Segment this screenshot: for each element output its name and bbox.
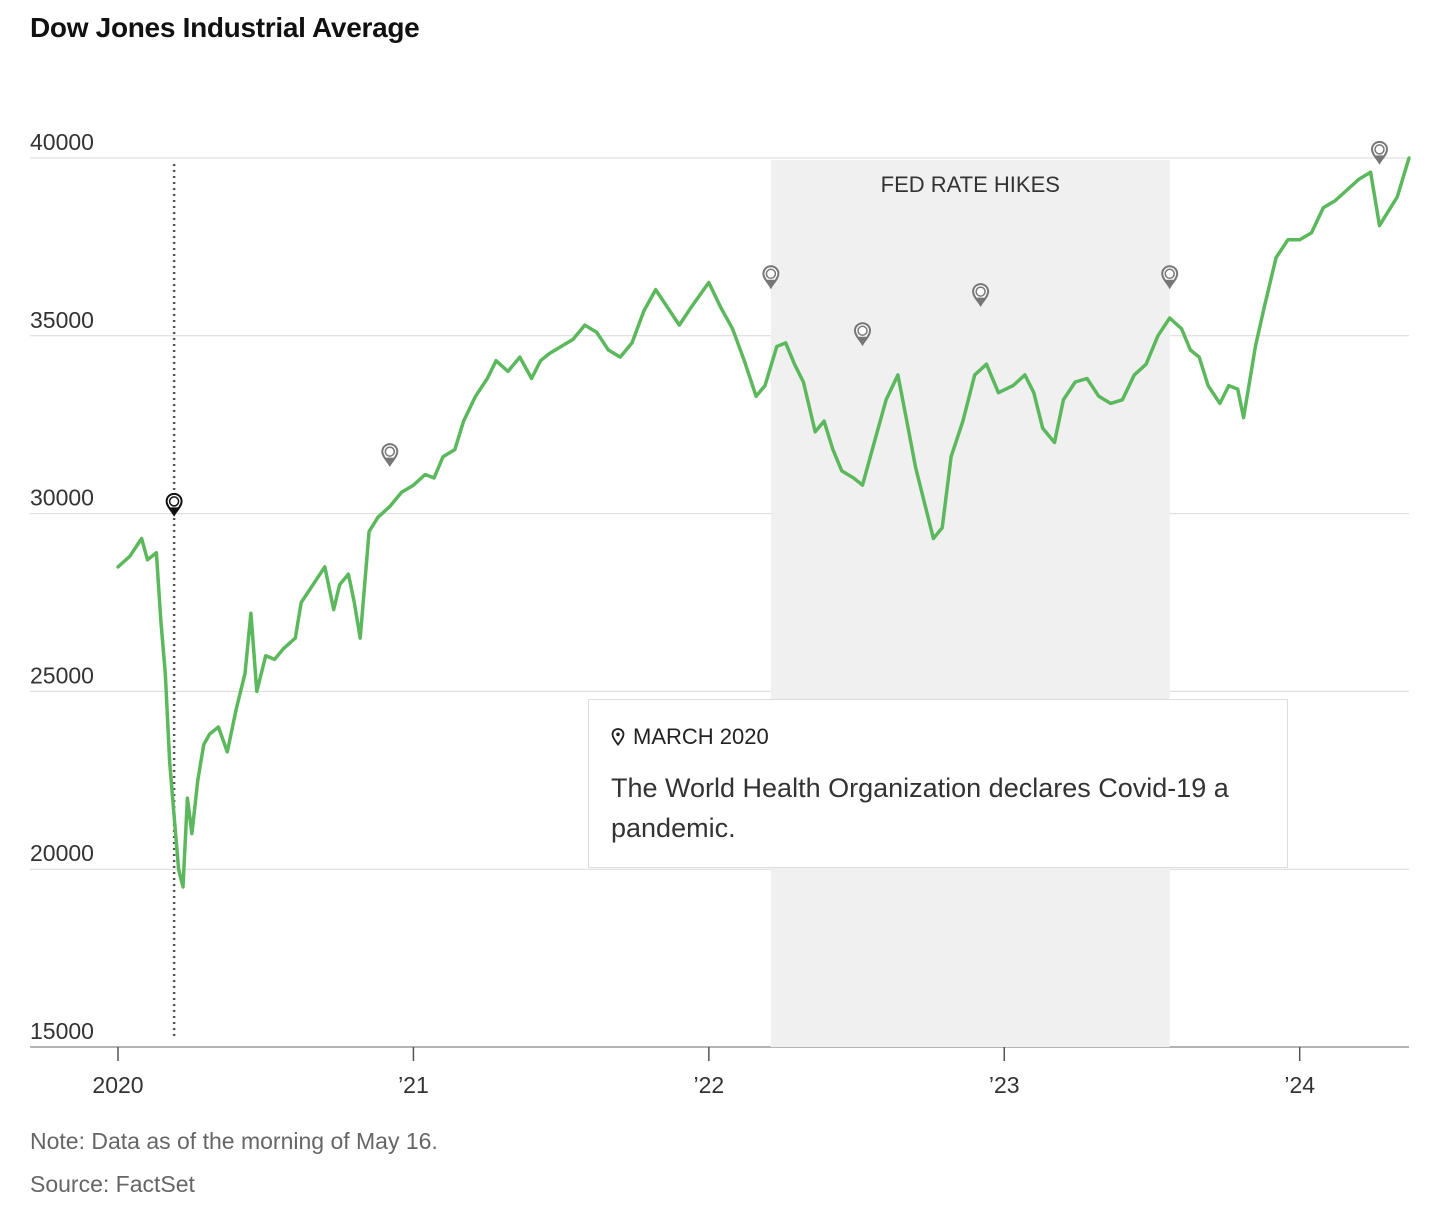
y-tick-label-40000: 40000 bbox=[30, 129, 94, 155]
y-tick-label-30000: 30000 bbox=[30, 485, 94, 511]
y-tick-label-35000: 35000 bbox=[30, 307, 94, 333]
map-pin-center bbox=[857, 325, 868, 336]
map-pin-tip bbox=[1375, 155, 1384, 163]
event-marker-3[interactable] bbox=[853, 322, 872, 347]
map-pin-tip bbox=[385, 457, 395, 466]
chart-title: Dow Jones Industrial Average bbox=[30, 12, 420, 43]
map-pin-center bbox=[975, 286, 986, 297]
event-marker-5[interactable] bbox=[1161, 265, 1179, 290]
map-pin-center bbox=[765, 268, 777, 280]
map-pin-center bbox=[168, 496, 180, 507]
x-tick-label-2023: ’23 bbox=[989, 1072, 1020, 1098]
x-tick-label-2020: 2020 bbox=[92, 1072, 143, 1098]
y-tick-label-20000: 20000 bbox=[30, 840, 94, 866]
map-pin-tip bbox=[1165, 279, 1175, 288]
event-marker-2[interactable] bbox=[762, 265, 780, 290]
chart-source: Source: FactSet bbox=[30, 1171, 195, 1197]
tooltip-date: MARCH 2020 bbox=[633, 724, 769, 749]
map-pin-icon bbox=[611, 728, 625, 746]
map-pin-tip bbox=[858, 336, 867, 345]
event-markers[interactable] bbox=[165, 140, 1389, 517]
event-marker-1[interactable] bbox=[381, 443, 399, 468]
event-tooltip: MARCH 2020 The World Health Organization… bbox=[588, 699, 1288, 868]
x-tick-label-2022: ’22 bbox=[693, 1072, 724, 1098]
grid-lines: 15000 20000 25000 30000 35000 40000 bbox=[30, 129, 1409, 1048]
series-line-0 bbox=[116, 156, 1411, 889]
map-pin-center bbox=[1164, 268, 1175, 280]
x-tick-label-2021: ’21 bbox=[398, 1072, 429, 1098]
map-pin-tip bbox=[169, 507, 179, 515]
shaded-region-rect bbox=[770, 160, 1170, 1047]
y-tick-label-15000: 15000 bbox=[30, 1018, 94, 1044]
x-axis: 2020 ’21 ’22 ’23 ’24 bbox=[92, 1047, 1315, 1098]
event-marker-6[interactable] bbox=[1370, 140, 1389, 165]
chart-note: Note: Data as of the morning of May 16. bbox=[30, 1128, 438, 1154]
shaded-region-label: FED RATE HIKES bbox=[881, 172, 1060, 197]
y-tick-label-25000: 25000 bbox=[30, 662, 94, 688]
tooltip-description: The World Health Organization declares C… bbox=[611, 773, 1229, 843]
fed-rate-hikes-region: FED RATE HIKES bbox=[770, 160, 1170, 1047]
map-pin-tip bbox=[766, 279, 776, 288]
map-pin-tip bbox=[976, 297, 986, 306]
map-pin-center bbox=[384, 446, 396, 457]
x-tick-label-2024: ’24 bbox=[1284, 1072, 1315, 1098]
event-marker-0[interactable] bbox=[165, 492, 183, 517]
tooltip-date-row: MARCH 2020 bbox=[611, 724, 1265, 750]
dow-series bbox=[116, 156, 1411, 889]
map-pin-center bbox=[1374, 144, 1385, 155]
event-marker-4[interactable] bbox=[972, 283, 990, 308]
